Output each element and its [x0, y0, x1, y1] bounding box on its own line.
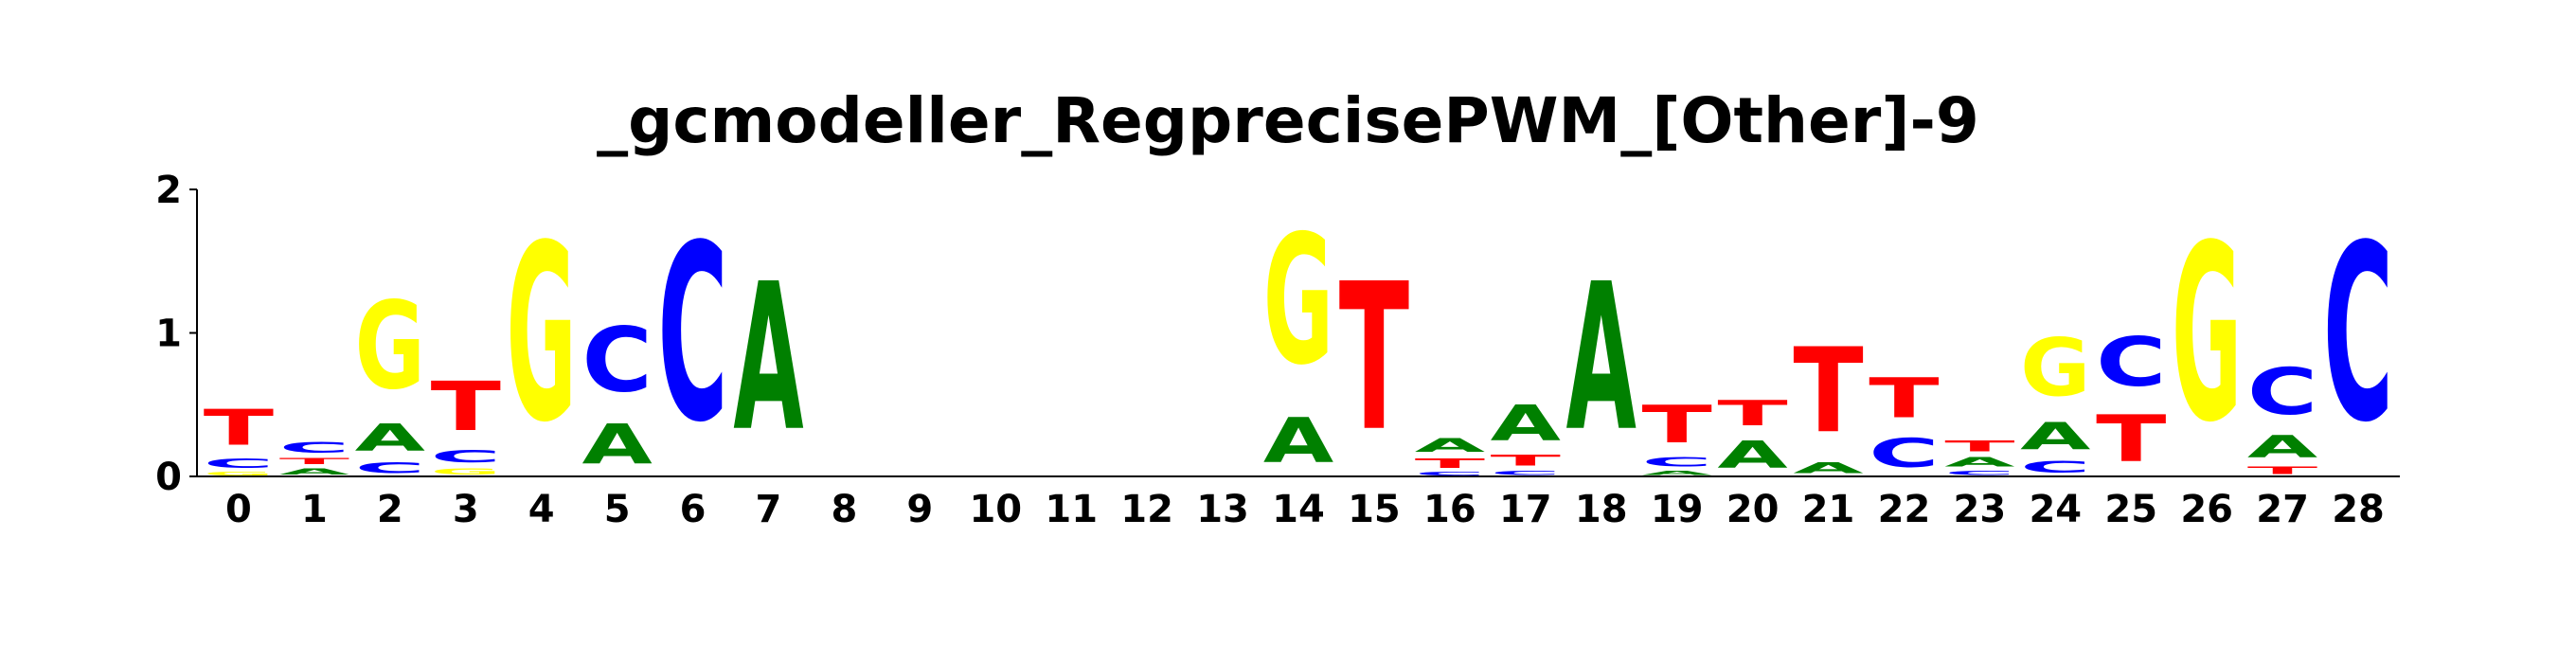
y-tick-label: 0: [155, 456, 182, 499]
logo-letter-A: A: [1566, 241, 1637, 476]
x-tick-label: 2: [377, 488, 403, 531]
logo-letter-T: T: [2096, 403, 2167, 476]
logo-letter-T: T: [204, 400, 274, 457]
x-tick-label: 27: [2256, 488, 2309, 531]
logo-letter-C: C: [1641, 455, 1711, 469]
logo-letter-C: C: [2247, 355, 2317, 429]
x-tick-label: 7: [756, 488, 782, 531]
x-tick-label: 22: [1878, 488, 1931, 531]
logo-letter-G: G: [1263, 197, 1333, 404]
logo-letter-G: G: [2172, 194, 2242, 475]
logo-letter-C: C: [1415, 471, 1485, 476]
x-tick-label: 25: [2104, 488, 2157, 531]
x-tick-label: 14: [1272, 488, 1325, 531]
logo-letter-A: A: [1793, 459, 1863, 476]
logo-letter-A: A: [279, 467, 350, 476]
logo-letter-A: A: [1415, 435, 1486, 456]
logo-letter-A: A: [1491, 395, 1562, 452]
x-tick-label: 8: [831, 488, 857, 531]
x-tick-label: 15: [1348, 488, 1401, 531]
logo-letter-C: C: [204, 457, 274, 471]
x-tick-label: 5: [604, 488, 631, 531]
x-tick-label: 4: [528, 488, 555, 531]
x-tick-label: 0: [225, 488, 252, 531]
logo-letter-A: A: [2020, 415, 2091, 457]
x-tick-label: 19: [1651, 488, 1704, 531]
logo-letter-A: A: [1641, 470, 1712, 477]
logo-letter-G: G: [507, 194, 577, 475]
x-tick-label: 10: [969, 488, 1022, 531]
x-tick-label: 11: [1045, 488, 1098, 531]
x-tick-label: 6: [680, 488, 707, 531]
logo-letter-C: C: [431, 446, 501, 466]
logo-letter-G: G: [2020, 322, 2090, 415]
logo-letter-C: C: [1944, 469, 2014, 476]
logo-letter-A: A: [1263, 405, 1333, 476]
x-tick-label: 17: [1499, 488, 1552, 531]
logo-letter-G: G: [355, 276, 425, 415]
logo-letter-C: C: [1491, 469, 1561, 476]
x-tick-label: 18: [1575, 488, 1628, 531]
y-axis: 0 1 2: [155, 169, 2400, 499]
x-tick-label: 24: [2029, 488, 2082, 531]
x-tick-label: 28: [2332, 488, 2385, 531]
logo-letter-C: C: [657, 192, 727, 475]
logo-letter-C: C: [279, 439, 349, 457]
x-tick-label: 9: [906, 488, 933, 531]
logo-letter-A: A: [581, 412, 653, 476]
logo-letter-T: T: [2247, 465, 2318, 476]
logo-letter-T: T: [1415, 457, 1485, 471]
logo-letter-C: C: [355, 459, 425, 476]
logo-letter-T: T: [1869, 367, 1940, 431]
x-tick-label: 1: [301, 488, 328, 531]
x-tick-label: 13: [1196, 488, 1249, 531]
x-tick-label: 20: [1726, 488, 1780, 531]
logo-letter-C: C: [581, 309, 652, 411]
x-tick-label: 26: [2180, 488, 2233, 531]
x-tick-label: 23: [1954, 488, 2007, 531]
logo-letter-C: C: [2096, 323, 2166, 402]
logo-letter-T: T: [1491, 453, 1561, 470]
logo-letter-G: G: [204, 471, 274, 476]
logo-letter-T: T: [1793, 324, 1863, 459]
x-tick-label: 21: [1802, 488, 1855, 531]
logo-letter-A: A: [355, 417, 426, 459]
logo-letter-C: C: [2323, 192, 2393, 475]
logo-letter-T: T: [1339, 241, 1409, 475]
y-tick-label: 1: [155, 313, 182, 356]
x-tick-label: 12: [1120, 488, 1173, 531]
logo-letter-T: T: [431, 367, 502, 446]
logo-letter-G: G: [431, 467, 501, 477]
x-tick-label: 16: [1423, 488, 1476, 531]
logo-letter-A: A: [733, 241, 803, 476]
logo-letter-T: T: [279, 457, 350, 467]
logo-letter-A: A: [2247, 429, 2318, 465]
logo-letter-C: C: [1869, 431, 1939, 476]
x-tick-label: 3: [453, 488, 479, 531]
logo-letter-A: A: [1944, 455, 2014, 469]
logo-letter-T: T: [1944, 438, 2014, 455]
logo-letter-T: T: [1641, 395, 1712, 455]
logo-letter-A: A: [1717, 434, 1788, 476]
chart-title: _gcmodeller_RegprecisePWM_[Other]-9: [597, 84, 1979, 157]
logo-letter-C: C: [2020, 458, 2090, 476]
logo-letter-T: T: [1717, 394, 1787, 434]
x-axis: 0 1 2 3 4 5 6 7 8 9 10 11 12 13 14 15 16 17 18 19 20 21 22 23 24…: [225, 488, 2385, 531]
y-tick-label: 2: [155, 169, 182, 212]
